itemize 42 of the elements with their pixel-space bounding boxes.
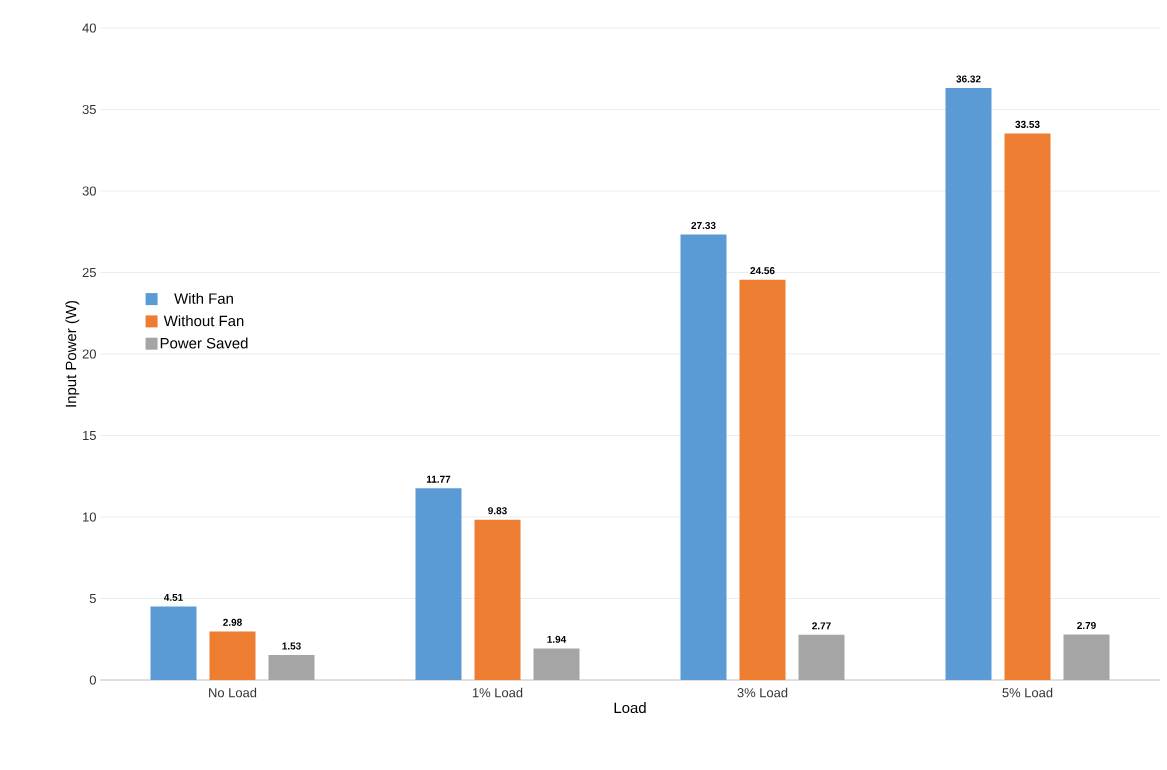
legend-label: Power Saved (160, 337, 248, 349)
x-axis-title: Load (614, 702, 646, 714)
data-label: 2.79 (1077, 621, 1096, 629)
data-label: 1.94 (547, 635, 567, 643)
bar (1004, 133, 1051, 680)
data-label: 2.77 (812, 622, 831, 630)
y-tick-label: 15 (83, 430, 96, 441)
y-tick-label: 35 (82, 104, 96, 115)
y-tick-label: 40 (82, 23, 96, 33)
bar (945, 87, 992, 680)
bar (533, 648, 580, 680)
data-label: 4.51 (163, 594, 183, 601)
y-tick-label: 5 (89, 593, 96, 604)
y-tick-label: 30 (82, 186, 96, 196)
data-label: 24.56 (750, 267, 775, 275)
data-label: 27.33 (691, 221, 716, 229)
x-tick-label: No Load (209, 687, 257, 698)
data-label: 33.53 (1015, 120, 1040, 128)
x-tick-label: 3% Load (737, 687, 788, 698)
bar (209, 631, 256, 680)
y-tick-label: 10 (83, 512, 96, 522)
legend-label: Without Fan (163, 315, 244, 327)
x-tick-label: 5% Load (1002, 687, 1053, 698)
y-axis-title: Input Power (W) (65, 300, 80, 407)
data-label: 36.32 (956, 75, 981, 83)
bar (798, 634, 845, 680)
data-label: 1.53 (282, 642, 301, 650)
data-label: 2.98 (223, 618, 242, 626)
bar (474, 519, 521, 680)
bar (150, 606, 197, 680)
data-label: 11.77 (426, 475, 451, 483)
legend-label: With Fan (174, 292, 233, 304)
bar (268, 655, 315, 680)
y-tick-label: 0 (89, 675, 96, 685)
x-tick-label: 1% Load (472, 687, 523, 698)
y-tick-label: 25 (82, 267, 96, 278)
bar (680, 234, 727, 680)
data-label: 9.83 (488, 507, 507, 515)
bar (739, 279, 786, 680)
y-tick-label: 20 (82, 349, 96, 359)
bar (1063, 634, 1110, 680)
bar (415, 488, 462, 680)
